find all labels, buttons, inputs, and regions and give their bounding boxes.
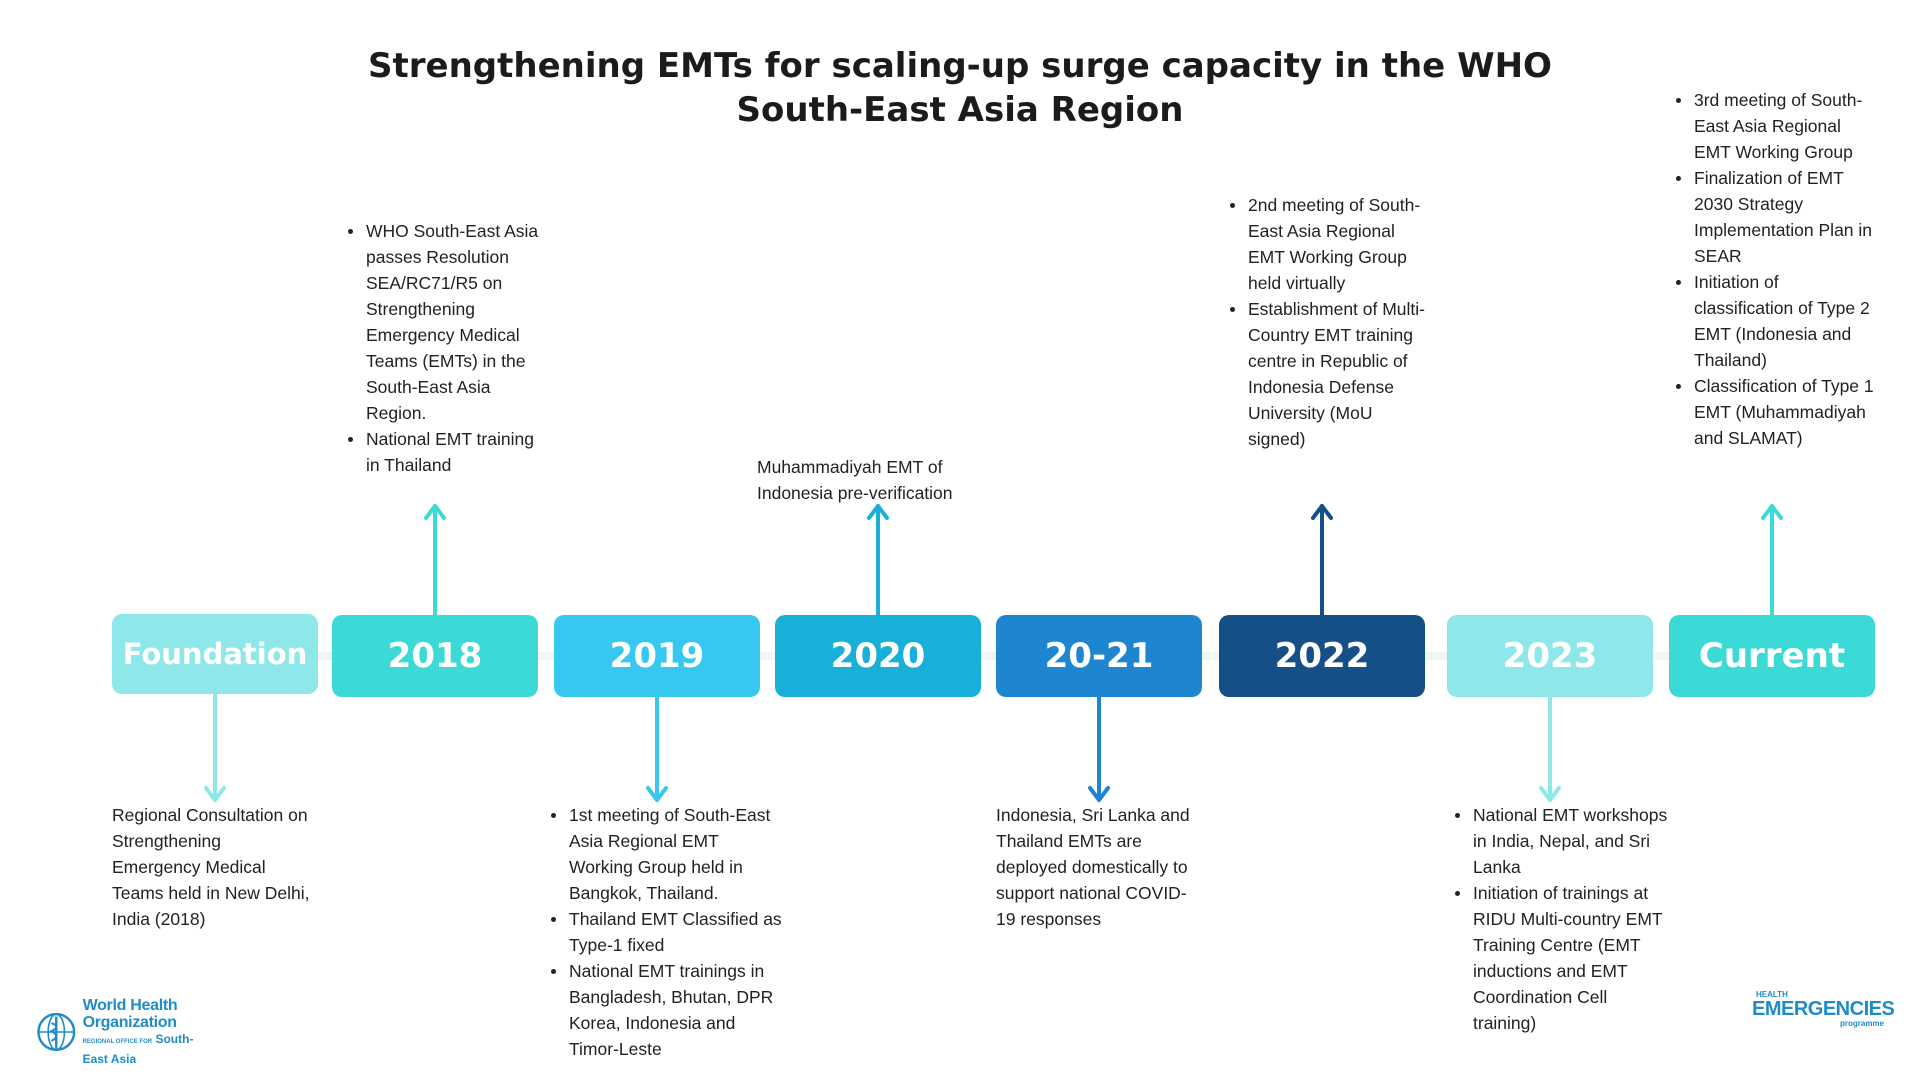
- event-item: Establishment of Multi-Country EMT train…: [1224, 296, 1429, 452]
- event-text-20-21: Indonesia, Sri Lanka and Thailand EMTs a…: [996, 802, 1206, 932]
- event-item: National EMT trainings in Bangladesh, Bh…: [545, 958, 785, 1062]
- event-list-2022: 2nd meeting of South-East Asia Regional …: [1224, 192, 1429, 452]
- event-text-2020: Muhammadiyah EMT of Indonesia pre-verifi…: [757, 454, 987, 506]
- event-text-foundation: Regional Consultation on Strengthening E…: [112, 802, 312, 932]
- event-item: 1st meeting of South-East Asia Regional …: [545, 802, 785, 906]
- timeline-track: [112, 652, 1868, 660]
- arrow-20-21: [1088, 695, 1110, 802]
- event-item: Muhammadiyah EMT of Indonesia pre-verifi…: [757, 457, 953, 503]
- timeline-box-2020: 2020: [775, 615, 981, 697]
- timeline-box-2018: 2018: [332, 615, 538, 697]
- arrow-foundation: [204, 692, 226, 802]
- event-list-2018: WHO South-East Asia passes Resolution SE…: [342, 218, 542, 478]
- page-title: Strengthening EMTs for scaling-up surge …: [368, 46, 1552, 130]
- he-logo-line2: EMERGENCIES: [1752, 998, 1895, 1020]
- arrow-2023: [1539, 695, 1561, 802]
- who-logo-line3: South-East Asia: [82, 1031, 194, 1066]
- event-item: Regional Consultation on Strengthening E…: [112, 805, 310, 929]
- who-logo-line2: Organization: [82, 1013, 177, 1031]
- timeline-box-current: Current: [1669, 615, 1875, 697]
- he-logo-line3: programme: [1839, 1019, 1884, 1028]
- timeline-box-2019: 2019: [554, 615, 760, 697]
- timeline-box-2023: 2023: [1447, 615, 1653, 697]
- who-logo-line1: World Health: [82, 996, 178, 1014]
- arrow-current: [1761, 504, 1783, 617]
- event-item: Thailand EMT Classified as Type-1 fixed: [545, 906, 785, 958]
- arrow-2019: [646, 695, 668, 802]
- event-item: 2nd meeting of South-East Asia Regional …: [1224, 192, 1429, 296]
- event-list-2023: National EMT workshops in India, Nepal, …: [1449, 802, 1669, 1036]
- arrow-2018: [424, 504, 446, 617]
- event-item: National EMT workshops in India, Nepal, …: [1449, 802, 1669, 880]
- timeline-box-20-21: 20-21: [996, 615, 1202, 697]
- he-logo-line1: HEALTH: [1756, 990, 1788, 999]
- event-list-2019: 1st meeting of South-East Asia Regional …: [545, 802, 785, 1062]
- event-item: Indonesia, Sri Lanka and Thailand EMTs a…: [996, 805, 1190, 929]
- event-item: Finalization of EMT 2030 Strategy Implem…: [1670, 165, 1880, 269]
- timeline-box-foundation: Foundation: [112, 614, 318, 694]
- who-logo-line3-small: REGIONAL OFFICE FOR: [82, 1038, 153, 1045]
- event-item: Initiation of trainings at RIDU Multi-co…: [1449, 880, 1669, 1036]
- event-item: 3rd meeting of South-East Asia Regional …: [1670, 87, 1880, 165]
- arrow-2022: [1311, 504, 1333, 617]
- health-emergencies-logo: HEALTH EMERGENCIES programme: [1752, 990, 1895, 1030]
- event-item: WHO South-East Asia passes Resolution SE…: [342, 218, 542, 426]
- timeline-box-2022: 2022: [1219, 615, 1425, 697]
- event-item: National EMT training in Thailand: [342, 426, 542, 478]
- event-list-current: 3rd meeting of South-East Asia Regional …: [1670, 87, 1880, 451]
- event-item: Initiation of classification of Type 2 E…: [1670, 269, 1880, 373]
- arrow-2020: [867, 504, 889, 617]
- who-logo: World Health Organization REGIONAL OFFIC…: [36, 997, 216, 1066]
- who-emblem-icon: [37, 1012, 76, 1052]
- event-item: Classification of Type 1 EMT (Muhammadiy…: [1670, 373, 1880, 451]
